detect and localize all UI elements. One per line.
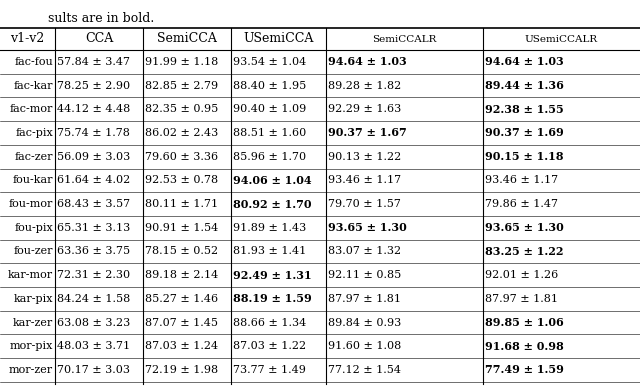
Text: kar-zer: kar-zer [13, 318, 53, 328]
Text: 90.13 ± 1.22: 90.13 ± 1.22 [328, 152, 401, 162]
Text: 56.09 ± 3.03: 56.09 ± 3.03 [57, 152, 131, 162]
Text: 92.11 ± 0.85: 92.11 ± 0.85 [328, 270, 401, 280]
Text: 93.65 ± 1.30: 93.65 ± 1.30 [328, 222, 407, 233]
Text: 91.60 ± 1.08: 91.60 ± 1.08 [328, 341, 401, 351]
Text: 80.11 ± 1.71: 80.11 ± 1.71 [145, 199, 218, 209]
Text: fou-zer: fou-zer [13, 246, 53, 256]
Text: 94.64 ± 1.03: 94.64 ± 1.03 [485, 56, 564, 67]
Text: 82.35 ± 0.95: 82.35 ± 0.95 [145, 104, 218, 114]
Text: 90.91 ± 1.54: 90.91 ± 1.54 [145, 223, 218, 233]
Text: 77.12 ± 1.54: 77.12 ± 1.54 [328, 365, 401, 375]
Text: 57.84 ± 3.47: 57.84 ± 3.47 [57, 57, 130, 67]
Text: 83.25 ± 1.22: 83.25 ± 1.22 [485, 246, 563, 257]
Text: 85.96 ± 1.70: 85.96 ± 1.70 [233, 152, 306, 162]
Text: mor-pix: mor-pix [10, 341, 53, 351]
Text: 48.03 ± 3.71: 48.03 ± 3.71 [57, 341, 130, 351]
Text: fac-mor: fac-mor [10, 104, 53, 114]
Text: 93.46 ± 1.17: 93.46 ± 1.17 [328, 175, 401, 185]
Text: 84.24 ± 1.58: 84.24 ± 1.58 [57, 294, 131, 304]
Text: 72.31 ± 2.30: 72.31 ± 2.30 [57, 270, 130, 280]
Text: fac-zer: fac-zer [15, 152, 53, 162]
Text: 79.60 ± 3.36: 79.60 ± 3.36 [145, 152, 218, 162]
Text: 82.85 ± 2.79: 82.85 ± 2.79 [145, 81, 218, 91]
Text: 90.37 ± 1.67: 90.37 ± 1.67 [328, 127, 407, 139]
Text: 85.27 ± 1.46: 85.27 ± 1.46 [145, 294, 218, 304]
Text: 88.40 ± 1.95: 88.40 ± 1.95 [233, 81, 307, 91]
Text: 88.66 ± 1.34: 88.66 ± 1.34 [233, 318, 307, 328]
Text: 89.18 ± 2.14: 89.18 ± 2.14 [145, 270, 218, 280]
Text: 83.07 ± 1.32: 83.07 ± 1.32 [328, 246, 401, 256]
Text: 78.25 ± 2.90: 78.25 ± 2.90 [57, 81, 130, 91]
Text: 87.03 ± 1.22: 87.03 ± 1.22 [233, 341, 306, 351]
Text: 92.38 ± 1.55: 92.38 ± 1.55 [485, 104, 564, 115]
Text: 81.93 ± 1.41: 81.93 ± 1.41 [233, 246, 307, 256]
Text: 87.03 ± 1.24: 87.03 ± 1.24 [145, 341, 218, 351]
Text: fou-mor: fou-mor [8, 199, 53, 209]
Text: 65.31 ± 3.13: 65.31 ± 3.13 [57, 223, 131, 233]
Text: 90.37 ± 1.69: 90.37 ± 1.69 [485, 127, 564, 139]
Text: 92.53 ± 0.78: 92.53 ± 0.78 [145, 175, 218, 185]
Text: 70.17 ± 3.03: 70.17 ± 3.03 [57, 365, 130, 375]
Text: USemiCCA: USemiCCA [243, 32, 314, 46]
Text: fou-kar: fou-kar [13, 175, 53, 185]
Text: 86.02 ± 2.43: 86.02 ± 2.43 [145, 128, 218, 138]
Text: CCA: CCA [85, 32, 113, 46]
Text: 90.40 ± 1.09: 90.40 ± 1.09 [233, 104, 307, 114]
Text: fou-pix: fou-pix [14, 223, 53, 233]
Text: 93.54 ± 1.04: 93.54 ± 1.04 [233, 57, 307, 67]
Text: 75.74 ± 1.78: 75.74 ± 1.78 [57, 128, 130, 138]
Text: 87.07 ± 1.45: 87.07 ± 1.45 [145, 318, 218, 328]
Text: 89.85 ± 1.06: 89.85 ± 1.06 [485, 317, 564, 328]
Text: 72.19 ± 1.98: 72.19 ± 1.98 [145, 365, 218, 375]
Text: 94.06 ± 1.04: 94.06 ± 1.04 [233, 175, 312, 186]
Text: kar-mor: kar-mor [8, 270, 53, 280]
Text: sults are in bold.: sults are in bold. [48, 12, 154, 25]
Text: 44.12 ± 4.48: 44.12 ± 4.48 [57, 104, 131, 114]
Text: fac-fou: fac-fou [14, 57, 53, 67]
Text: SemiCCALR: SemiCCALR [372, 34, 436, 44]
Text: 89.28 ± 1.82: 89.28 ± 1.82 [328, 81, 401, 91]
Text: 87.97 ± 1.81: 87.97 ± 1.81 [485, 294, 558, 304]
Text: 78.15 ± 0.52: 78.15 ± 0.52 [145, 246, 218, 256]
Text: 91.99 ± 1.18: 91.99 ± 1.18 [145, 57, 218, 67]
Text: 73.77 ± 1.49: 73.77 ± 1.49 [233, 365, 306, 375]
Text: 61.64 ± 4.02: 61.64 ± 4.02 [57, 175, 131, 185]
Text: 79.70 ± 1.57: 79.70 ± 1.57 [328, 199, 401, 209]
Text: 92.01 ± 1.26: 92.01 ± 1.26 [485, 270, 558, 280]
Text: SemiCCA: SemiCCA [157, 32, 217, 46]
Text: 68.43 ± 3.57: 68.43 ± 3.57 [57, 199, 130, 209]
Text: fac-pix: fac-pix [15, 128, 53, 138]
Text: mor-zer: mor-zer [9, 365, 53, 375]
Text: 91.68 ± 0.98: 91.68 ± 0.98 [485, 341, 564, 352]
Text: 92.49 ± 1.31: 92.49 ± 1.31 [233, 270, 312, 281]
Text: 63.36 ± 3.75: 63.36 ± 3.75 [57, 246, 130, 256]
Text: 91.89 ± 1.43: 91.89 ± 1.43 [233, 223, 307, 233]
Text: 87.97 ± 1.81: 87.97 ± 1.81 [328, 294, 401, 304]
Text: v1-v2: v1-v2 [10, 32, 45, 46]
Text: 80.92 ± 1.70: 80.92 ± 1.70 [233, 198, 312, 210]
Text: 88.19 ± 1.59: 88.19 ± 1.59 [233, 293, 312, 304]
Text: 93.46 ± 1.17: 93.46 ± 1.17 [485, 175, 558, 185]
Text: 90.15 ± 1.18: 90.15 ± 1.18 [485, 151, 563, 162]
Text: 88.51 ± 1.60: 88.51 ± 1.60 [233, 128, 307, 138]
Text: 77.49 ± 1.59: 77.49 ± 1.59 [485, 364, 564, 376]
Text: USemiCCALR: USemiCCALR [525, 34, 598, 44]
Text: 92.29 ± 1.63: 92.29 ± 1.63 [328, 104, 401, 114]
Text: fac-kar: fac-kar [13, 81, 53, 91]
Text: 79.86 ± 1.47: 79.86 ± 1.47 [485, 199, 558, 209]
Text: 89.84 ± 0.93: 89.84 ± 0.93 [328, 318, 401, 328]
Text: 89.44 ± 1.36: 89.44 ± 1.36 [485, 80, 564, 91]
Text: 63.08 ± 3.23: 63.08 ± 3.23 [57, 318, 131, 328]
Text: kar-pix: kar-pix [13, 294, 53, 304]
Text: 93.65 ± 1.30: 93.65 ± 1.30 [485, 222, 564, 233]
Text: 94.64 ± 1.03: 94.64 ± 1.03 [328, 56, 407, 67]
